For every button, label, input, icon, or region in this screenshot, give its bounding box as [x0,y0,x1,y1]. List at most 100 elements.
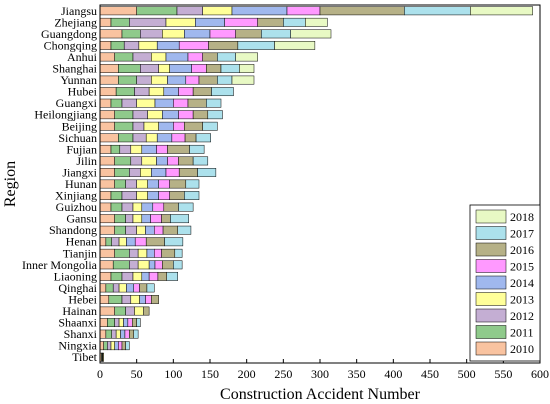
bar-segment-hebei-2012 [121,295,132,304]
bar-segment-jilin-2011 [114,156,132,166]
bar-segment-hebei-2015 [145,295,152,304]
bar-segment-ningxia-2016 [121,341,126,351]
legend: 2018 2017 2016 2015 2014 2013 2012 2011 2010 [469,204,541,362]
y-tick-label-anhui: Anhui [67,50,98,64]
bar-segment-guangdong-2017 [261,29,291,39]
bar-segment-hubei-2015 [178,87,194,97]
bar-segment-guangxi-2015 [173,98,189,108]
bar-segment-heilongjiang-2014 [162,110,179,120]
bar-segment-jiangxi-2013 [140,168,152,177]
bar-segment-hunan-2017 [185,179,200,189]
bar-segment-shanghai-2018 [239,64,255,73]
y-tick-label-shanxi: Shanxi [64,327,98,341]
bar-segment-qinghai-2016 [139,283,148,293]
bar-segment-shanghai-2017 [220,64,240,73]
bar-segment-anhui-2018 [235,52,258,62]
y-tick-label-shandong: Shandong [49,223,97,237]
bar-segment-liaoning-2012 [121,271,134,281]
bar-segment-jilin-2014 [156,156,168,166]
y-tick-label-liaoning: Liaoning [54,269,97,283]
bar-segment-shanxi-2015 [124,329,130,339]
bar-segment-beijing-2012 [132,121,145,131]
legend-swatch-2014 [475,275,507,290]
y-tick-label-heilongjiang: Heilongjiang [34,108,97,122]
y-tick-label-chongqing: Chongqing [44,38,97,52]
bar-segment-ningxia-2017 [125,341,130,351]
bar-segment-inner-mongolia-2014 [148,260,156,270]
bar-segment-liaoning-2015 [148,271,159,281]
bar-segment-inner-mongolia-2010 [99,260,114,270]
bar-segment-fujian-2013 [130,144,143,154]
bar-segment-yunnan-2011 [118,75,137,85]
y-tick-label-hebei: Hebei [68,292,97,306]
bar-segment-guangdong-2014 [184,29,211,39]
bar-segment-guangxi-2017 [206,98,222,108]
bar-segment-xinjiang-2016 [169,191,185,200]
bar-segment-yunnan-2016 [198,75,218,85]
bar-segment-sichuan-2013 [145,133,158,143]
bar-segment-liaoning-2010 [99,271,112,281]
legend-swatch-2016 [475,242,507,257]
bar-segment-ningxia-2013 [110,341,115,351]
bar-segment-qinghai-2014 [126,283,134,293]
x-tick-label-100: 100 [164,367,182,381]
bar-segment-jilin-2016 [178,156,194,166]
bar-segment-zhejiang-2013 [165,17,196,27]
bar-segment-shanxi-2014 [120,329,126,339]
x-tick-label-500: 500 [458,367,476,381]
bar-segment-inner-mongolia-2011 [112,260,130,270]
bar-segment-tianjin-2015 [154,248,162,258]
bar-segment-hunan-2015 [158,179,170,189]
bar-segment-liaoning-2017 [166,271,178,281]
y-tick-label-hubei: Hubei [68,85,98,99]
bar-segment-hunan-2012 [125,179,137,189]
bar-segment-fujian-2011 [110,144,121,154]
bar-segment-anhui-2011 [114,52,134,62]
bar-segment-hunan-2013 [136,179,148,189]
bar-segment-liaoning-2014 [141,271,150,281]
bar-segment-hunan-2014 [147,179,159,189]
bar-segment-tianjin-2010 [99,248,115,258]
bar-segment-shanghai-2010 [99,64,119,73]
bar-segment-tianjin-2013 [137,248,148,258]
y-axis-title: Region [2,161,19,207]
bar-segment-shaanxi-2014 [123,318,129,327]
y-tick-label-hainan: Hainan [62,304,97,318]
bar-segment-liaoning-2016 [157,271,167,281]
bar-segment-guangxi-2012 [121,98,137,108]
bar-segment-ningxia-2015 [118,341,123,351]
bar-segment-hebei-2016 [151,295,159,304]
x-tick-label-300: 300 [311,367,329,381]
bar-segment-shaanxi-2010 [99,318,108,327]
legend-label-2010: 2010 [510,342,534,356]
bar-segment-hubei-2017 [211,87,234,97]
y-tick-label-henan: Henan [66,235,97,249]
bar-segment-guizhou-2017 [178,202,194,212]
bar-segment-shaanxi-2015 [127,318,133,327]
bar-segment-guangxi-2010 [99,98,112,108]
y-tick-label-jilin: Jilin [76,154,97,168]
legend-label-2018: 2018 [510,210,534,224]
bar-segment-shanxi-2010 [99,329,107,339]
bar-segment-tianjin-2017 [174,248,183,258]
bar-segment-xinjiang-2015 [158,191,170,200]
y-tick-label-guangxi: Guangxi [56,96,98,110]
bar-segment-yunnan-2010 [99,75,119,85]
bar-segment-jilin-2015 [167,156,179,166]
bar-segment-henan-2010 [99,237,107,247]
bar-segment-henan-2016 [145,237,165,247]
bar-segment-hebei-2010 [99,295,110,304]
bar-segment-beijing-2015 [173,121,185,131]
bar-segment-ningxia-2011 [103,341,108,351]
bar-segment-inner-mongolia-2016 [162,260,174,270]
bar-segment-tianjin-2011 [114,248,130,258]
bar-segment-shanghai-2014 [169,64,192,73]
bar-segment-hunan-2016 [169,179,187,189]
bar-segment-chongqing-2017 [237,41,275,50]
bar-segment-guangxi-2011 [110,98,123,108]
bar-segment-shandong-2016 [162,225,178,235]
y-tick-label-beijing: Beijing [62,119,97,133]
bar-segment-anhui-2013 [151,52,167,62]
bar-segment-chongqing-2018 [274,41,316,50]
bar-segment-zhejiang-2010 [99,17,112,27]
